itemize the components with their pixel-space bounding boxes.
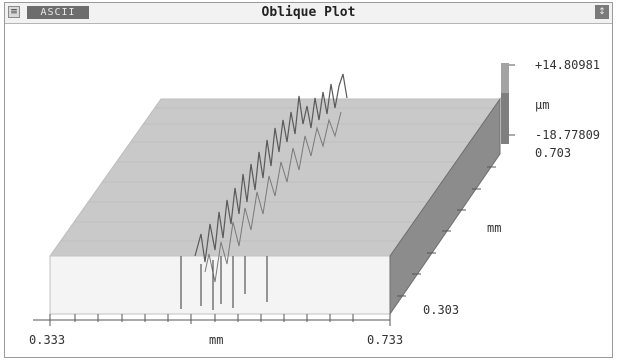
x-axis-end-label: 0.733 <box>367 333 403 347</box>
y-axis-top-label: 0.703 <box>535 146 571 160</box>
scratch-ridge-shadow <box>204 111 342 283</box>
y-axis-ticks <box>397 166 496 297</box>
x-axis-start-label: 0.333 <box>29 333 65 347</box>
x-axis-ticks <box>49 314 391 326</box>
color-scale-bar <box>501 63 509 144</box>
color-scale-max: +14.80981 <box>535 58 600 72</box>
color-scale-min: -18.77809 <box>535 128 600 142</box>
surface-front-face <box>49 255 391 315</box>
y-axis-bottom-label: 0.303 <box>423 303 459 317</box>
system-menu-icon[interactable]: ≡ <box>8 6 20 18</box>
oblique-surface-plot: +14.80981 µm -18.77809 0.703 mm 0.303 <box>29 58 600 347</box>
surface-right-face <box>389 97 501 316</box>
surface-texture <box>61 107 494 242</box>
color-scale-unit: µm <box>535 98 549 112</box>
scratch-pits <box>180 256 268 310</box>
title-bar: ≡ ASCII Oblique Plot ↕ <box>5 3 612 24</box>
window-menu-tab[interactable]: ASCII <box>27 6 89 19</box>
x-axis-unit-label: mm <box>209 333 223 347</box>
scratch-ridge <box>194 73 348 263</box>
maximize-icon[interactable]: ↕ <box>595 5 609 19</box>
y-axis-unit-label: mm <box>487 221 501 235</box>
color-scale-bar-top <box>501 63 509 93</box>
window-title: Oblique Plot <box>261 5 356 20</box>
oblique-plot-window: ≡ ASCII Oblique Plot ↕ <box>4 2 613 358</box>
